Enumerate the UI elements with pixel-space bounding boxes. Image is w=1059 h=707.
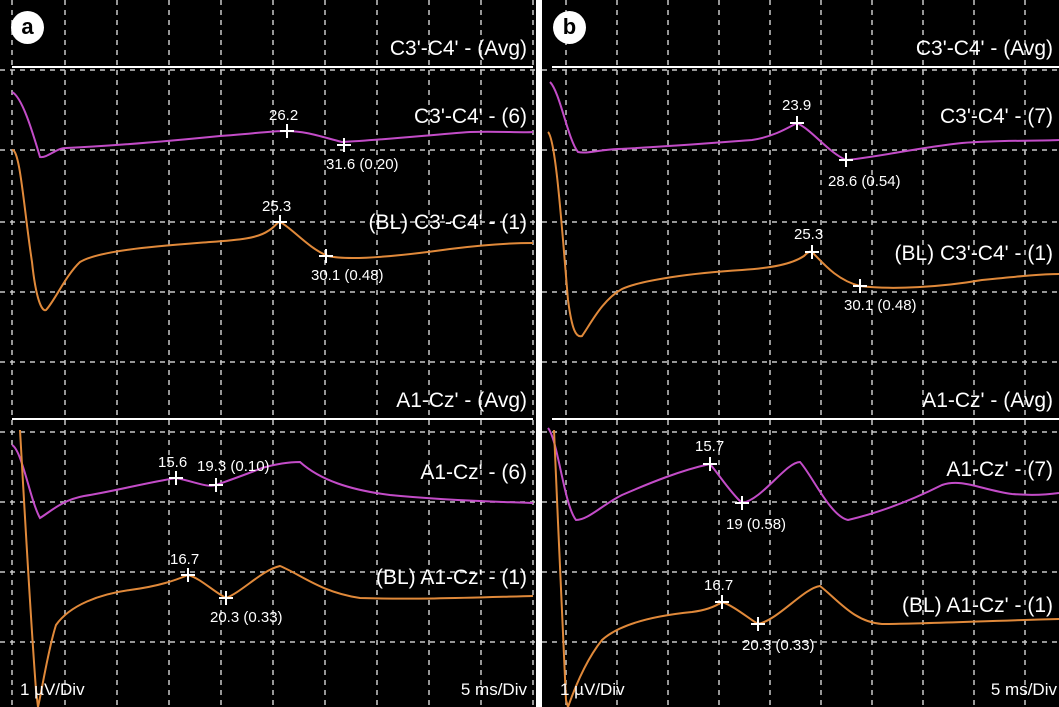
y-scale-label: 1 µV/Div [20,680,85,699]
y-scale-label: 1 µV/Div [560,680,625,699]
panel-a: C3'-C4' - (Avg) C3'-C4' - (6) (BL) C3'-C… [0,0,536,707]
trace-label: (BL) C3'-C4' - (1) [368,211,527,234]
marker-label: 26.2 [269,107,298,124]
trace-label: (BL) C3'-C4' - (1) [894,242,1053,265]
crosshair-marker [169,471,183,485]
marker-label: 31.6 (0.20) [326,156,399,173]
crosshair-marker [181,568,195,582]
panel-badge-a: a [11,11,44,44]
panel-separator [536,0,542,707]
marker-label: 30.1 (0.48) [311,267,384,284]
section-header: C3'-C4' - (Avg) [916,37,1053,60]
marker-label: 16.7 [704,577,733,594]
x-scale-label: 5 ms/Div [991,680,1058,699]
crosshair-marker [280,124,294,138]
section-header: A1-Cz' - (Avg) [922,389,1053,412]
crosshair-marker [209,478,223,492]
crosshair-marker [219,591,233,605]
marker-label: 23.9 [782,97,811,114]
trace-a-0 [11,91,534,159]
marker-label: 25.3 [794,226,823,243]
trace-label: A1-Cz' - (7) [946,458,1053,481]
trace-label: (BL) A1-Cz' - (1) [376,566,527,589]
crosshair-marker [273,215,287,229]
crosshair-marker [715,595,729,609]
panel-b-plot: C3'-C4' - (Avg) C3'-C4' - (7) (BL) C3'-C… [542,0,1059,707]
trace-label: (BL) A1-Cz' - (1) [902,594,1053,617]
marker-label: 15.7 [695,438,724,455]
section-header: A1-Cz' - (Avg) [396,389,527,412]
marker-label: 16.7 [170,551,199,568]
trace-a-3 [19,429,534,707]
crosshair-marker [751,617,765,631]
grid-b [542,0,1059,707]
marker-label: 15.6 [158,454,187,471]
panel-badge-b: b [553,11,586,44]
marker-label: 25.3 [262,198,291,215]
crosshair-marker [805,245,819,259]
marker-label: 30.1 (0.48) [844,297,917,314]
grid-a [0,0,536,707]
trace-a-1 [11,149,534,312]
crosshair-marker [790,116,804,130]
trace-label: A1-Cz' - (6) [420,461,527,484]
marker-label: 19 (0.58) [726,516,786,533]
crosshair-marker [853,279,867,293]
trace-b-0 [549,81,1059,162]
marker-label: 28.6 (0.54) [828,173,901,190]
panel-a-plot: C3'-C4' - (Avg) C3'-C4' - (6) (BL) C3'-C… [0,0,536,707]
trace-b-3 [553,429,1059,707]
crosshair-marker [337,138,351,152]
crosshair-marker [319,249,333,263]
trace-b-1 [547,131,1059,338]
marker-label: 20.3 (0.33) [742,637,815,654]
crosshair-marker [735,496,749,510]
crosshair-marker [839,153,853,167]
x-scale-label: 5 ms/Div [461,680,528,699]
trace-b-2 [547,427,1059,522]
trace-label: C3'-C4' - (6) [414,105,527,128]
marker-label: 20.3 (0.33) [210,609,283,626]
section-header: C3'-C4' - (Avg) [390,37,527,60]
panel-b: C3'-C4' - (Avg) C3'-C4' - (7) (BL) C3'-C… [542,0,1059,707]
crosshair-marker [703,457,717,471]
marker-label: 19.3 (0.10) [197,458,270,475]
trace-label: C3'-C4' - (7) [940,105,1053,128]
